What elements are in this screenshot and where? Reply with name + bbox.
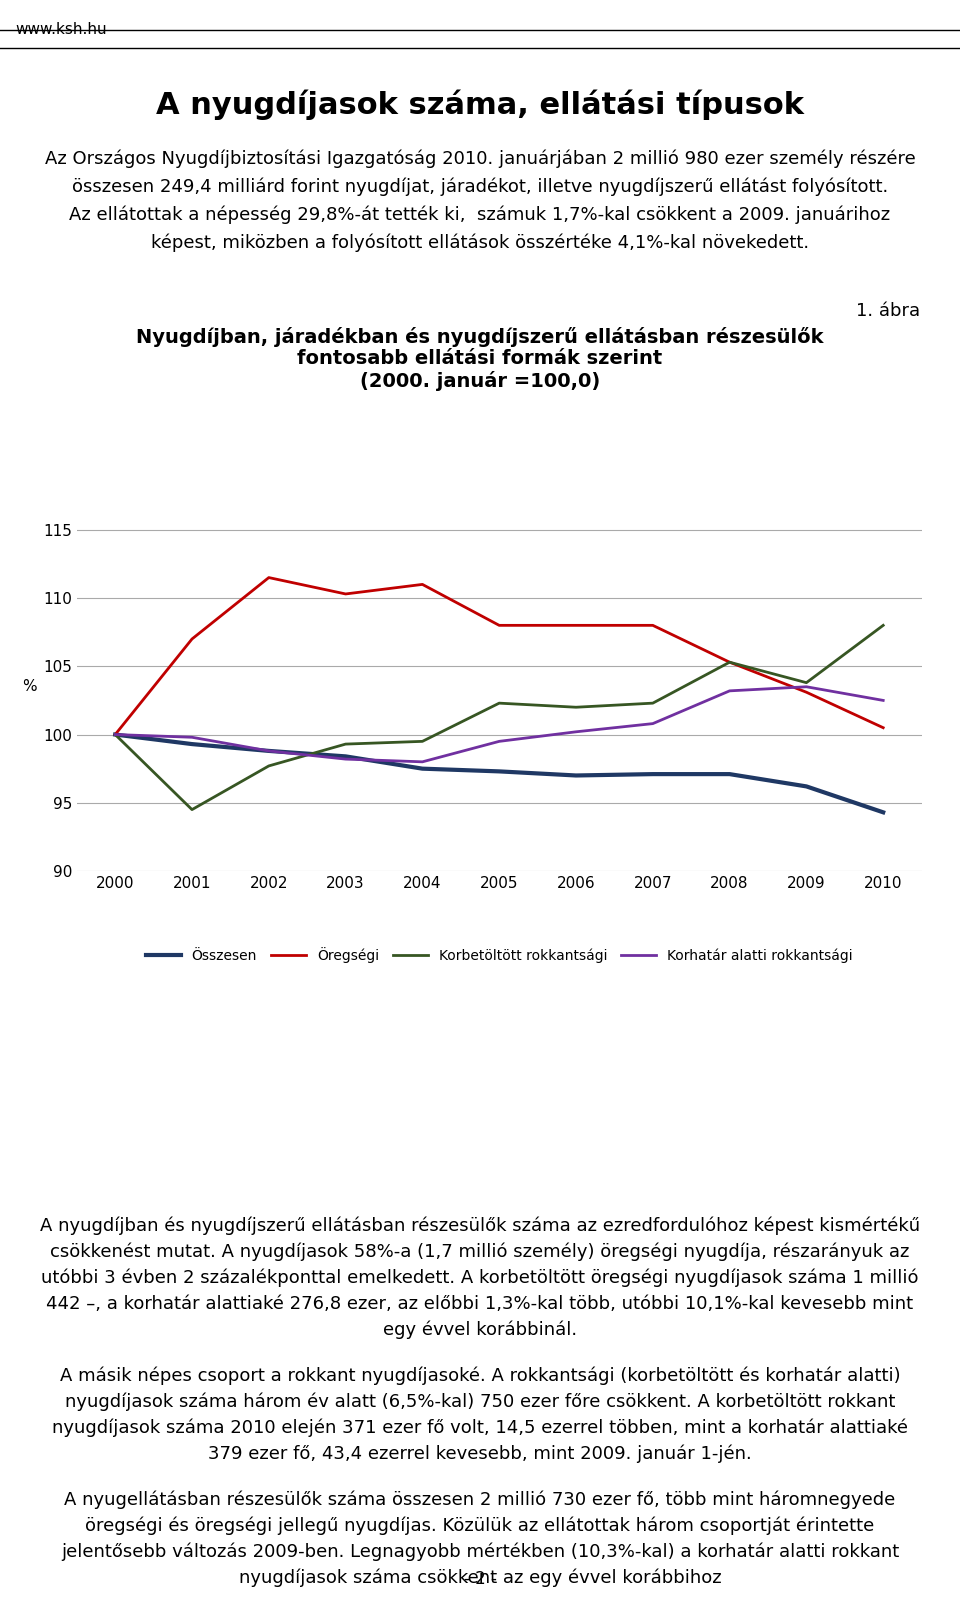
Text: A nyugdíjban és nyugdíjszerű ellátásban részesülők száma az ezredfordulóhoz képe: A nyugdíjban és nyugdíjszerű ellátásban … bbox=[40, 1216, 920, 1236]
Text: 1. ábra: 1. ábra bbox=[856, 302, 920, 319]
Text: jelentősebb változás 2009-ben. Legnagyobb mértékben (10,3%-kal) a korhatár alatt: jelentősebb változás 2009-ben. Legnagyob… bbox=[60, 1544, 900, 1561]
Text: Nyugdíjban, járadékban és nyugdíjszerű ellátásban részesülők: Nyugdíjban, járadékban és nyugdíjszerű e… bbox=[136, 327, 824, 347]
Text: nyugdíjasok száma 2010 elején 371 ezer fő volt, 14,5 ezerrel többen, mint a korh: nyugdíjasok száma 2010 elején 371 ezer f… bbox=[52, 1419, 908, 1437]
Text: nyugdíjasok száma három év alatt (6,5%-kal) 750 ezer főre csökkent. A korbetöltö: nyugdíjasok száma három év alatt (6,5%-k… bbox=[65, 1394, 895, 1411]
Y-axis label: %: % bbox=[22, 679, 36, 694]
Text: A nyugdíjasok száma, ellátási típusok: A nyugdíjasok száma, ellátási típusok bbox=[156, 90, 804, 121]
Text: (2000. január =100,0): (2000. január =100,0) bbox=[360, 371, 600, 390]
Text: képest, miközben a folyósított ellátások összértéke 4,1%-kal növekedett.: képest, miközben a folyósított ellátások… bbox=[151, 234, 809, 253]
Text: 442 –, a korhatár alattiaké 276,8 ezer, az előbbi 1,3%-kal több, utóbbi 10,1%-ka: 442 –, a korhatár alattiaké 276,8 ezer, … bbox=[46, 1295, 914, 1313]
Text: Az ellátottak a népesség 29,8%-át tették ki,  számuk 1,7%-kal csökkent a 2009. j: Az ellátottak a népesség 29,8%-át tették… bbox=[69, 206, 891, 224]
Text: - 2 -: - 2 - bbox=[464, 1569, 496, 1589]
Text: www.ksh.hu: www.ksh.hu bbox=[15, 23, 107, 37]
Text: összesen 249,4 milliárd forint nyugdíjat, járadékot, illetve nyugdíjszerű ellátá: összesen 249,4 milliárd forint nyugdíjat… bbox=[72, 177, 888, 197]
Text: A másik népes csoport a rokkant nyugdíjasoké. A rokkantsági (korbetöltött és kor: A másik népes csoport a rokkant nyugdíja… bbox=[60, 1366, 900, 1386]
Text: utóbbi 3 évben 2 százalékponttal emelkedett. A korbetöltött öregségi nyugdíjasok: utóbbi 3 évben 2 százalékponttal emelked… bbox=[41, 1269, 919, 1287]
Text: A nyugellátásban részesülők száma összesen 2 millió 730 ezer fő, több mint három: A nyugellátásban részesülők száma összes… bbox=[64, 1490, 896, 1510]
Text: 379 ezer fő, 43,4 ezerrel kevesebb, mint 2009. január 1-jén.: 379 ezer fő, 43,4 ezerrel kevesebb, mint… bbox=[208, 1445, 752, 1463]
Legend: Összesen, Öregségi, Korbetöltött rokkantsági, Korhatár alatti rokkantsági: Összesen, Öregségi, Korbetöltött rokkant… bbox=[140, 942, 858, 969]
Text: egy évvel korábbinál.: egy évvel korábbinál. bbox=[383, 1321, 577, 1339]
Text: öregségi és öregségi jellegű nyugdíjas. Közülük az ellátottak három csoportját é: öregségi és öregségi jellegű nyugdíjas. … bbox=[85, 1516, 875, 1536]
Text: Az Országos Nyugdíjbiztosítási Igazgatóság 2010. januárjában 2 millió 980 ezer s: Az Országos Nyugdíjbiztosítási Igazgatós… bbox=[44, 150, 916, 168]
Text: nyugdíjasok száma csökkent az egy évvel korábbihoz: nyugdíjasok száma csökkent az egy évvel … bbox=[239, 1569, 721, 1587]
Text: csökkenést mutat. A nyugdíjasok 58%-a (1,7 millió személy) öregségi nyugdíja, ré: csökkenést mutat. A nyugdíjasok 58%-a (1… bbox=[50, 1244, 910, 1261]
Text: fontosabb ellátási formák szerint: fontosabb ellátási formák szerint bbox=[298, 348, 662, 368]
